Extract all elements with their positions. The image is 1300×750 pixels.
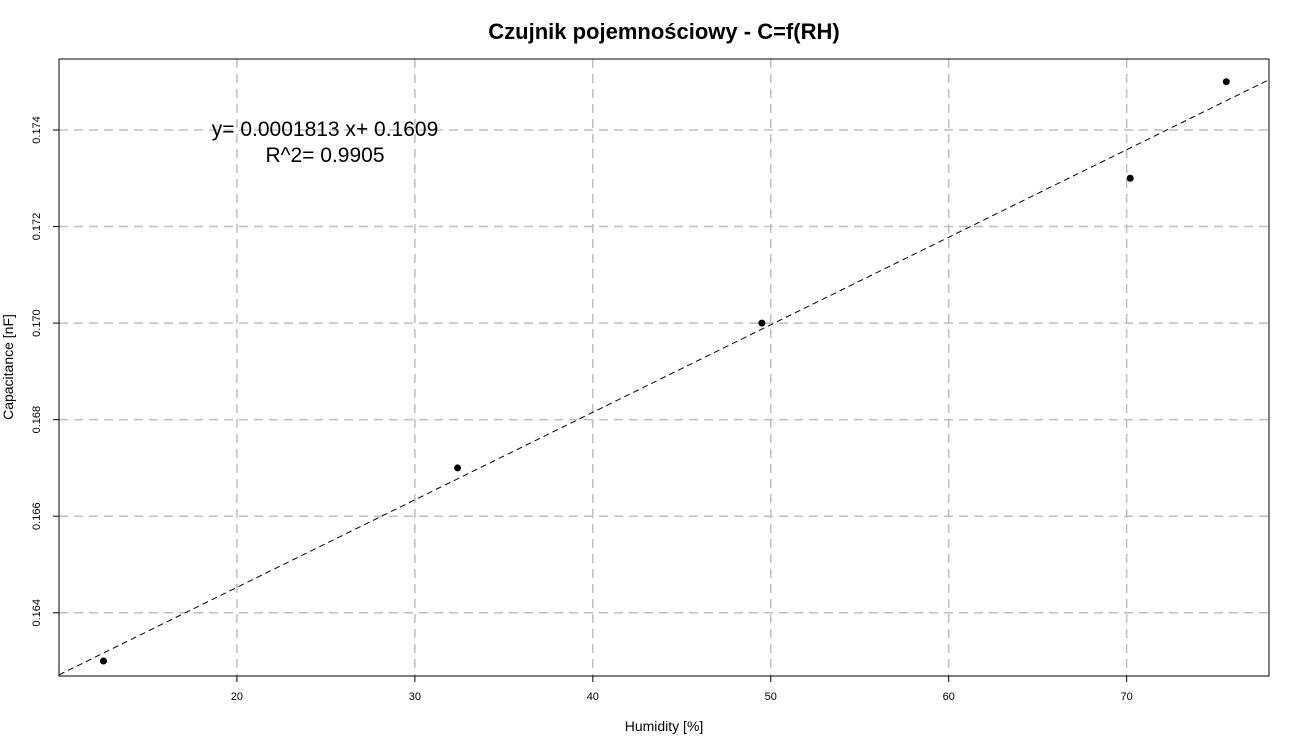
y-tick-label: 0.172 (31, 213, 43, 241)
x-tick-label: 50 (765, 691, 777, 703)
chart-title: Czujnik pojemnościowy - C=f(RH) (488, 19, 839, 44)
plot-frame (58, 58, 1270, 677)
y-tick-label: 0.174 (31, 116, 43, 144)
points-layer (99, 78, 1230, 665)
y-tick-label: 0.168 (31, 406, 43, 434)
data-point (758, 319, 766, 327)
x-tick-label: 60 (943, 691, 955, 703)
data-point (1126, 174, 1134, 182)
y-tick-label: 0.164 (31, 599, 43, 627)
x-axis-label: Humidity [%] (625, 718, 704, 734)
y-axis-label: Capacitance [nF] (0, 314, 16, 420)
data-point (454, 464, 462, 472)
x-tick-label: 70 (1121, 691, 1133, 703)
ticks-layer: 20 30 40 50 60 70 0.164 0.166 0.168 0.170 0.172 0.1… (31, 116, 1133, 703)
x-tick-label: 30 (409, 691, 421, 703)
y-tick-label: 0.170 (31, 309, 43, 337)
y-tick-label: 0.166 (31, 502, 43, 530)
fit-line (58, 79, 1270, 676)
x-tick-label: 40 (587, 691, 599, 703)
grid-layer (59, 59, 1269, 676)
data-point (99, 657, 107, 665)
fit-layer (58, 79, 1270, 676)
r-squared-label: R^2= 0.9905 (265, 144, 384, 167)
data-point (1222, 78, 1230, 86)
x-tick-label: 20 (231, 691, 243, 703)
fit-equation-label: y= 0.0001813 x+ 0.1609 (212, 118, 439, 141)
